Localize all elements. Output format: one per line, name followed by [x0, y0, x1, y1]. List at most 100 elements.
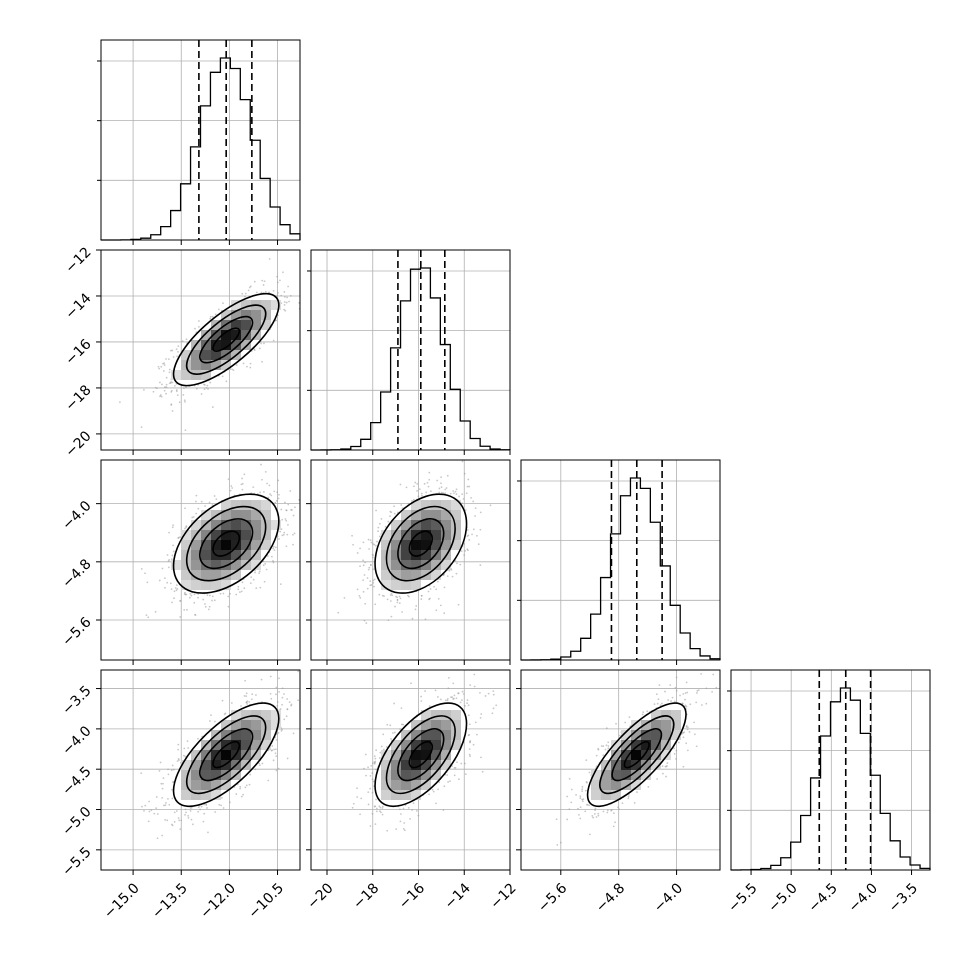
density-cell	[211, 530, 221, 540]
sample-point	[222, 592, 225, 595]
sample-point	[479, 528, 482, 531]
sample-point	[458, 495, 460, 498]
sample-point	[456, 562, 458, 565]
sample-point	[168, 382, 171, 385]
sample-point	[243, 587, 246, 590]
sample-point	[452, 490, 455, 492]
sample-point	[176, 394, 179, 397]
sample-point	[189, 592, 192, 595]
sample-point	[164, 804, 167, 807]
density-cell	[221, 520, 231, 530]
density-cell	[181, 580, 191, 590]
sample-point	[266, 482, 268, 485]
sample-point	[352, 543, 354, 546]
sample-point	[378, 522, 381, 525]
sample-point	[262, 490, 265, 493]
sample-point	[241, 482, 244, 485]
sample-point	[272, 561, 275, 564]
density-cell	[211, 580, 221, 590]
sample-point	[288, 701, 291, 703]
sample-point	[416, 489, 418, 492]
sample-point	[235, 793, 238, 795]
density-cell	[391, 560, 401, 570]
sample-point	[244, 292, 247, 295]
sample-point	[227, 478, 230, 481]
sample-point	[209, 317, 212, 320]
density-cell	[451, 520, 461, 530]
sample-point	[417, 495, 420, 498]
sample-point	[414, 608, 417, 611]
sample-point	[362, 559, 365, 562]
sample-point	[166, 581, 169, 584]
sample-point	[195, 500, 197, 503]
density-cell	[431, 520, 441, 530]
y-tick-label: −16	[62, 336, 94, 368]
sample-point	[364, 561, 366, 564]
sample-point	[274, 501, 277, 504]
sample-point	[462, 498, 465, 500]
sample-point	[343, 596, 346, 599]
sample-point	[370, 541, 373, 544]
contour-level-4	[172, 292, 280, 387]
sample-point	[280, 294, 283, 297]
sample-point	[302, 291, 304, 293]
sample-point	[461, 460, 464, 463]
sample-point	[424, 618, 427, 621]
sample-point	[377, 526, 380, 529]
sample-point	[276, 491, 279, 494]
sample-point	[203, 388, 206, 391]
sample-point	[184, 401, 186, 403]
sample-point	[284, 309, 287, 312]
density-cell	[261, 530, 271, 540]
density-cell	[411, 510, 421, 520]
sample-point	[172, 768, 175, 771]
density-cell	[251, 550, 261, 560]
sample-point	[268, 484, 271, 487]
sample-point	[283, 291, 286, 293]
density-cell	[201, 580, 211, 590]
sample-point	[390, 615, 393, 618]
density-cell	[181, 530, 191, 540]
sample-point	[427, 590, 430, 593]
sample-point	[423, 482, 426, 485]
sample-point	[183, 609, 186, 611]
sample-point	[367, 538, 370, 541]
sample-point	[429, 490, 432, 493]
sample-point	[413, 485, 415, 488]
density-cell	[421, 530, 431, 540]
sample-point	[148, 800, 150, 803]
density-cell	[271, 300, 281, 310]
density-cell	[241, 540, 251, 550]
sample-point	[175, 389, 178, 391]
sample-point	[367, 568, 370, 571]
density-cell	[231, 510, 241, 520]
density-cell	[421, 540, 431, 550]
density-cell	[201, 370, 211, 380]
sample-point	[275, 686, 278, 689]
density-cell	[421, 510, 431, 520]
contour-level-1	[212, 530, 241, 557]
sample-point	[358, 594, 361, 597]
sample-point	[146, 581, 149, 584]
sample-point	[211, 595, 214, 598]
sample-point	[475, 534, 478, 537]
sample-point	[182, 394, 185, 396]
density-cell	[401, 560, 411, 570]
sample-point	[204, 505, 206, 507]
sample-point	[387, 619, 390, 622]
sample-point	[390, 511, 393, 514]
sample-point	[203, 384, 206, 386]
density-cell	[201, 570, 211, 580]
contour-level-2	[397, 518, 445, 570]
sample-point	[195, 387, 198, 390]
sample-point	[166, 819, 169, 822]
sample-point	[179, 828, 182, 831]
sample-point	[171, 554, 174, 557]
sample-point	[248, 286, 251, 289]
contour-level-1	[212, 327, 241, 352]
sample-point	[243, 473, 246, 476]
sample-point	[275, 499, 278, 502]
sample-point	[154, 386, 157, 389]
sample-point	[399, 483, 402, 486]
sample-point	[175, 390, 178, 393]
